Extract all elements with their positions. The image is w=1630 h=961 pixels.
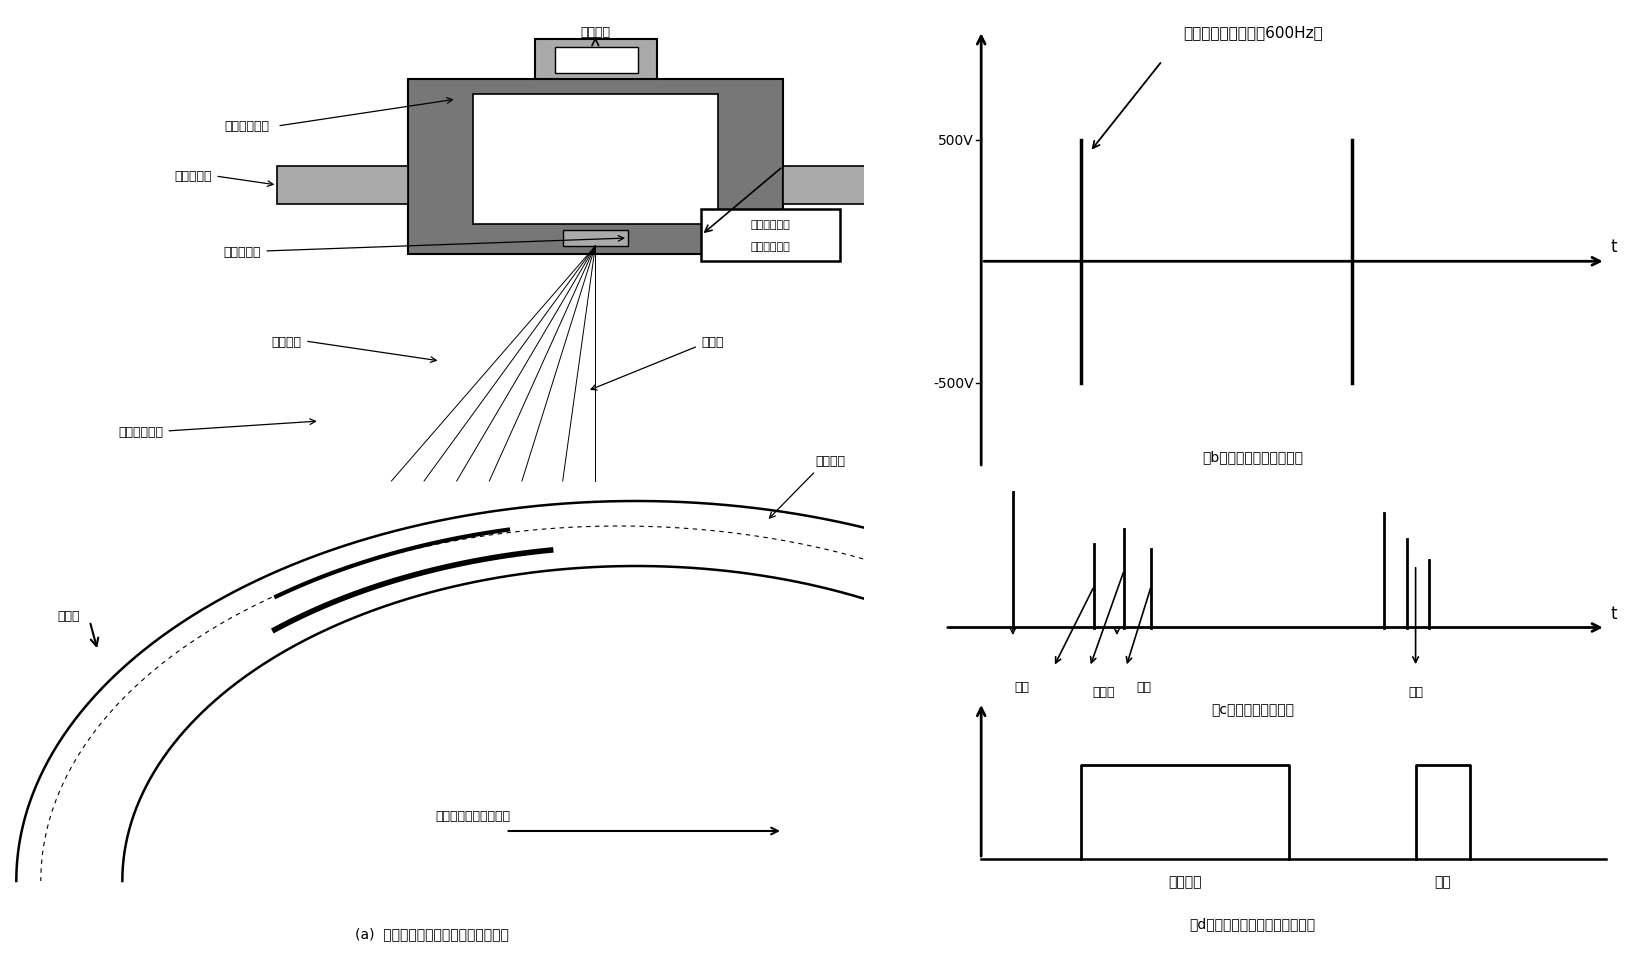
Text: 噴淋水柱: 噴淋水柱: [272, 335, 302, 348]
Text: 超声探头: 超声探头: [580, 26, 610, 38]
Text: 超声接收电路: 超声接收电路: [750, 242, 791, 252]
Text: 钓酸钓晶片: 钓酸钓晶片: [223, 245, 261, 259]
Text: 折叠: 折叠: [1433, 875, 1451, 889]
Bar: [701, 209, 839, 261]
Text: 正常壁厚: 正常壁厚: [1167, 875, 1201, 889]
Text: 水耦合器腔体: 水耦合器腔体: [223, 120, 269, 134]
Text: 旋转方向: 旋转方向: [815, 455, 844, 468]
Text: t: t: [1609, 604, 1615, 623]
Text: 超声发射电路: 超声发射电路: [750, 219, 791, 230]
Text: 界面波: 界面波: [1092, 685, 1113, 698]
Text: t: t: [1609, 238, 1615, 256]
Text: 主波: 主波: [1014, 680, 1029, 693]
Text: （c）探头输出的信号: （c）探头输出的信号: [1211, 702, 1293, 717]
Bar: [473, 95, 717, 225]
Text: 500V: 500V: [937, 134, 973, 148]
Text: 两侧进水口: 两侧进水口: [174, 170, 212, 184]
Bar: [562, 231, 628, 247]
Text: -500V: -500V: [932, 377, 973, 390]
Text: 钗管的偏心和壁厚不均: 钗管的偏心和壁厚不均: [435, 810, 510, 823]
Text: 冲击函数激发信号（600Hz）: 冲击函数激发信号（600Hz）: [1182, 25, 1322, 40]
Text: （d）钗管壁厚的厚度和折叠脉冲: （d）钗管壁厚的厚度和折叠脉冲: [1188, 917, 1315, 930]
Text: 折叠: 折叠: [1407, 685, 1423, 698]
Text: （b）宽度极窄的激发脉冲: （b）宽度极窄的激发脉冲: [1201, 450, 1302, 464]
Text: 管体折叠缺陷: 管体折叠缺陷: [117, 425, 163, 438]
Text: 钗管壁: 钗管壁: [57, 610, 80, 623]
Text: 超声波: 超声波: [701, 335, 724, 348]
Bar: [535, 40, 657, 80]
Bar: [408, 80, 782, 255]
Text: 回波: 回波: [1136, 680, 1151, 693]
Bar: [782, 167, 913, 205]
Bar: [554, 48, 637, 74]
Text: (a)  旋转噴淋耦合波超声测厚技术原理: (a) 旋转噴淋耦合波超声测厚技术原理: [355, 926, 509, 940]
Bar: [277, 167, 408, 205]
